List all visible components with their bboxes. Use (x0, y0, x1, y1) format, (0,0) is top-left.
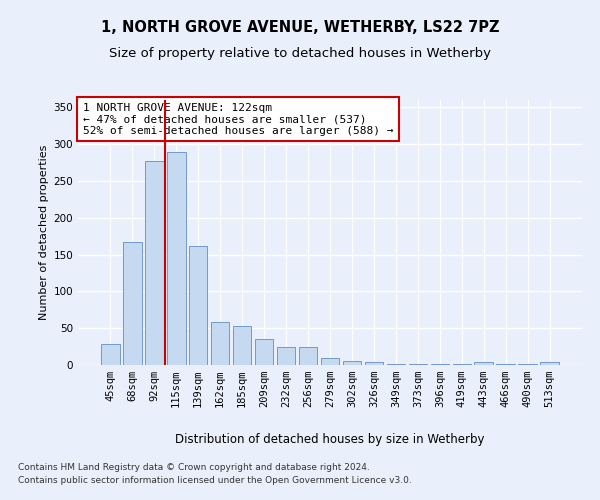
Text: Contains public sector information licensed under the Open Government Licence v3: Contains public sector information licen… (18, 476, 412, 485)
Text: 1, NORTH GROVE AVENUE, WETHERBY, LS22 7PZ: 1, NORTH GROVE AVENUE, WETHERBY, LS22 7P… (101, 20, 499, 35)
Text: 1 NORTH GROVE AVENUE: 122sqm
← 47% of detached houses are smaller (537)
52% of s: 1 NORTH GROVE AVENUE: 122sqm ← 47% of de… (83, 102, 394, 136)
Y-axis label: Number of detached properties: Number of detached properties (39, 145, 49, 320)
Bar (365, 362, 383, 365)
Bar (277, 346, 295, 365)
Text: Distribution of detached houses by size in Wetherby: Distribution of detached houses by size … (175, 432, 485, 446)
Bar (343, 360, 361, 365)
Bar (320, 358, 340, 365)
Bar (299, 346, 317, 365)
Bar (496, 364, 515, 365)
Bar (167, 152, 185, 365)
Bar (145, 161, 164, 365)
Bar (518, 364, 537, 365)
Bar (189, 246, 208, 365)
Bar (475, 362, 493, 365)
Bar (101, 344, 119, 365)
Bar (386, 364, 405, 365)
Text: Size of property relative to detached houses in Wetherby: Size of property relative to detached ho… (109, 48, 491, 60)
Bar (431, 364, 449, 365)
Bar (211, 322, 229, 365)
Bar (541, 362, 559, 365)
Bar (452, 364, 471, 365)
Text: Contains HM Land Registry data © Crown copyright and database right 2024.: Contains HM Land Registry data © Crown c… (18, 462, 370, 471)
Bar (255, 339, 274, 365)
Bar (233, 326, 251, 365)
Bar (409, 364, 427, 365)
Bar (123, 242, 142, 365)
